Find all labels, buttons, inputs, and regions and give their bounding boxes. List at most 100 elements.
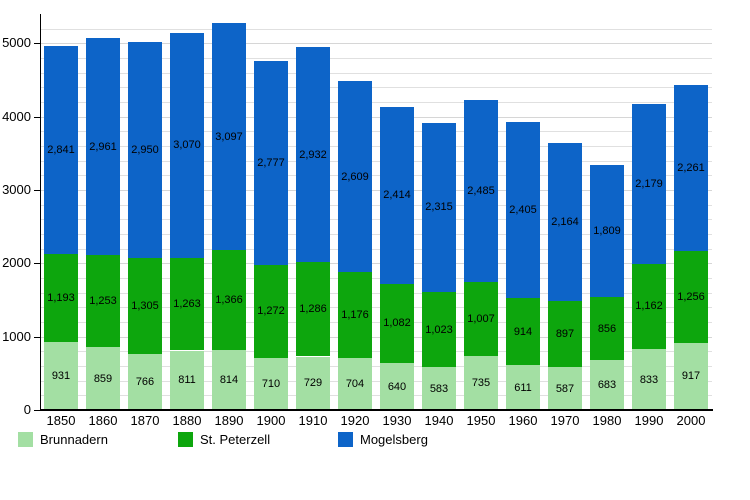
bar-value-label: 2,961: [89, 140, 117, 153]
bar-segment-mogelsberg: [212, 23, 246, 251]
bar-value-label: 2,261: [677, 161, 705, 174]
bar-value-label: 729: [303, 377, 323, 390]
legend-swatch-st-peterzell: [178, 432, 193, 447]
x-tick-label: 1880: [172, 413, 202, 428]
y-axis-tick: [34, 263, 40, 265]
gridline: [40, 160, 712, 162]
gridline: [40, 72, 712, 74]
bar-segment-st-peterzell: [548, 301, 582, 367]
bar-value-label: 2,414: [383, 189, 411, 202]
y-axis-tick: [34, 336, 40, 338]
bar-value-label: 2,841: [47, 144, 75, 157]
x-axis-line: [40, 409, 713, 411]
bar-segment-brunnadern: [86, 347, 120, 410]
gridline: [40, 102, 712, 103]
gridline: [40, 146, 712, 147]
bar-segment-mogelsberg: [422, 122, 456, 293]
gridline: [40, 292, 712, 294]
x-tick-label: 1950: [466, 413, 496, 428]
bar-segment-st-peterzell: [338, 272, 372, 359]
bar-value-label: 683: [597, 379, 617, 391]
y-axis-tick: [34, 410, 40, 411]
bar-value-label: 814: [219, 374, 239, 387]
bar-value-label: 3,097: [215, 130, 243, 143]
bar-segment-mogelsberg: [296, 47, 330, 263]
gridline: [40, 395, 712, 397]
bar-segment-brunnadern: [422, 367, 456, 410]
bar-segment-st-peterzell: [506, 298, 540, 366]
gridline: [40, 28, 712, 30]
bar-segment-brunnadern: [44, 341, 78, 410]
x-tick-label: 1920: [340, 413, 370, 428]
bar-segment-mogelsberg: [380, 106, 414, 284]
bar-segment-mogelsberg: [464, 100, 498, 283]
bar-value-label: 583: [429, 382, 449, 395]
gridline: [40, 278, 712, 279]
bar-segment-st-peterzell: [674, 250, 708, 343]
x-tick-label: 1930: [382, 413, 412, 428]
bar-segment-brunnadern: [254, 357, 288, 410]
x-tick-label: 1980: [592, 413, 622, 428]
x-tick-label: 1960: [508, 413, 538, 428]
bar-segment-brunnadern: [464, 356, 498, 410]
gridline: [40, 190, 712, 191]
bar-segment-brunnadern: [632, 348, 666, 410]
gridline: [40, 204, 712, 206]
bar-segment-brunnadern: [170, 350, 204, 410]
y-axis-tick: [34, 43, 40, 45]
x-tick-label: 1870: [130, 413, 160, 428]
gridline: [40, 87, 712, 89]
bar-segment-mogelsberg: [632, 103, 666, 264]
gridline: [40, 234, 712, 235]
bar-segment-mogelsberg: [254, 61, 288, 265]
legend-label: Brunnadern: [40, 432, 108, 447]
bar-segment-mogelsberg: [506, 121, 540, 299]
bar-segment-st-peterzell: [212, 250, 246, 351]
y-tick-label: 5000: [2, 35, 31, 51]
gridline: [40, 263, 712, 265]
bar-segment-brunnadern: [590, 359, 624, 410]
bar-value-label: 2,777: [257, 156, 285, 169]
bar-segment-mogelsberg: [674, 84, 708, 251]
bar-value-label: 1,366: [215, 294, 243, 307]
bar-value-label: 2,179: [635, 177, 663, 190]
gridline: [40, 131, 712, 133]
x-tick-label: 1970: [550, 413, 580, 428]
bar-value-label: 640: [387, 380, 407, 393]
legend-swatch-brunnadern: [18, 432, 33, 447]
legend-swatch-mogelsberg: [338, 432, 353, 447]
bar-segment-st-peterzell: [422, 292, 456, 368]
bar-value-label: 1,082: [383, 317, 411, 330]
bar-segment-brunnadern: [380, 363, 414, 410]
bar-segment-mogelsberg: [338, 80, 372, 273]
bar-segment-st-peterzell: [464, 282, 498, 357]
gridline: [40, 351, 712, 353]
bar-value-label: 811: [178, 374, 196, 387]
gridline: [40, 336, 712, 338]
bar-segment-brunnadern: [548, 367, 582, 410]
bar-segment-st-peterzell: [380, 283, 414, 363]
bar-segment-st-peterzell: [632, 263, 666, 349]
bar-segment-st-peterzell: [296, 262, 330, 357]
bar-segment-brunnadern: [674, 342, 708, 410]
bar-value-label: 2,405: [509, 204, 537, 216]
bar-value-label: 2,950: [131, 144, 159, 156]
x-tick-label: 1910: [298, 413, 328, 428]
legend-label: St. Peterzell: [200, 432, 271, 447]
bar-value-label: 1,809: [593, 224, 621, 237]
gridline: [40, 43, 712, 45]
bar-value-label: 1,007: [467, 313, 495, 326]
x-tick-label: 1850: [46, 413, 76, 428]
bar-value-label: 914: [513, 325, 533, 338]
bar-value-label: 1,023: [425, 323, 453, 336]
bar-value-label: 859: [93, 372, 113, 385]
bar-value-label: 917: [681, 370, 701, 383]
gridline: [40, 248, 712, 250]
gridline: [40, 116, 712, 118]
bar-segment-brunnadern: [212, 350, 246, 410]
bar-segment-st-peterzell: [128, 258, 162, 354]
bar-segment-st-peterzell: [86, 255, 120, 347]
bar-value-label: 704: [345, 378, 365, 391]
